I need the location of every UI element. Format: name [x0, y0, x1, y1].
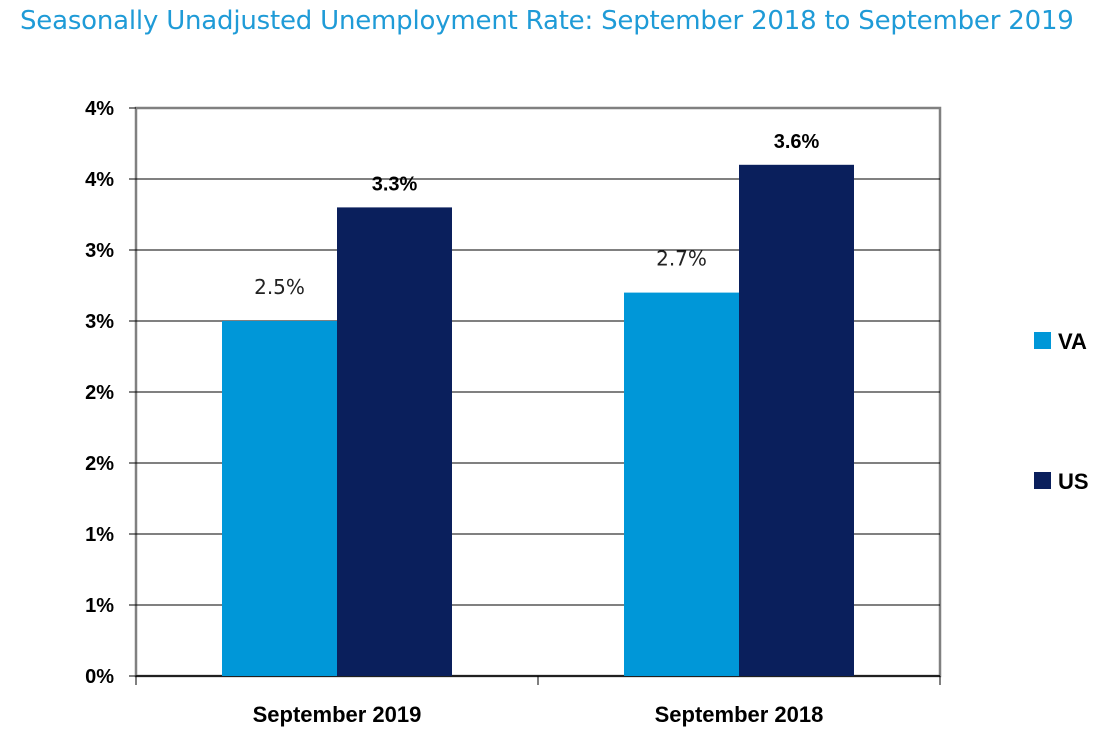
bar-va-1: [624, 292, 739, 676]
y-tick-label: 1%: [85, 595, 114, 617]
bar-us-0: [337, 207, 452, 676]
y-tick-label: 0%: [85, 666, 114, 688]
data-label-va: 2.7%: [656, 247, 707, 271]
legend-swatch-va: [1034, 332, 1051, 349]
legend-swatch-us: [1034, 472, 1051, 489]
bar-va-0: [222, 321, 337, 676]
bar-us-1: [739, 164, 854, 677]
legend-label-us: US: [1058, 469, 1089, 494]
y-tick-label: 4%: [85, 98, 114, 120]
data-label-us: 3.3%: [372, 173, 418, 195]
y-tick-label: 1%: [85, 524, 114, 546]
y-tick-label: 2%: [85, 453, 114, 475]
x-category-label: September 2018: [655, 702, 824, 727]
y-tick-label: 3%: [85, 240, 114, 262]
y-tick-label: 4%: [85, 169, 114, 191]
data-label-va: 2.5%: [254, 275, 305, 299]
y-tick-label: 2%: [85, 382, 114, 404]
x-category-label: September 2019: [253, 702, 422, 727]
legend-label-va: VA: [1058, 329, 1087, 354]
chart-title: Seasonally Unadjusted Unemployment Rate:…: [20, 6, 1074, 36]
y-tick-label: 3%: [85, 311, 114, 333]
data-label-us: 3.6%: [774, 131, 820, 153]
